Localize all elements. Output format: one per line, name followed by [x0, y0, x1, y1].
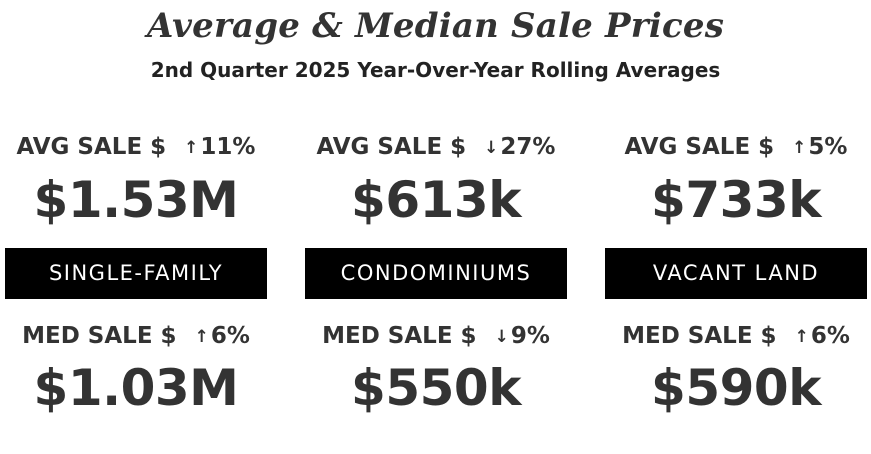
- med-sale-value: $590k: [651, 359, 821, 417]
- med-sale-header: MED SALE $ ↑6%: [5, 321, 267, 353]
- avg-change: ↓27%: [484, 134, 555, 160]
- arrow-up-icon: ↑: [194, 327, 209, 347]
- arrow-down-icon: ↓: [484, 138, 499, 158]
- med-sale-value: $550k: [351, 359, 521, 417]
- med-sale-header: MED SALE $ ↓9%: [305, 321, 567, 353]
- med-change-percent: 6%: [810, 323, 850, 349]
- avg-change-percent: 5%: [808, 134, 848, 160]
- med-change-percent: 9%: [510, 323, 550, 349]
- page-title: Average & Median Sale Prices: [146, 6, 725, 46]
- arrow-up-icon: ↑: [184, 138, 199, 158]
- avg-sale-label: AVG SALE $: [316, 134, 467, 160]
- single-family-column: AVG SALE $ ↑11% $1.53M SINGLE-FAMILY MED …: [5, 0, 267, 454]
- arrow-up-icon: ↑: [792, 138, 807, 158]
- med-sale-header: MED SALE $ ↑6%: [605, 321, 867, 353]
- avg-change: ↑5%: [792, 134, 847, 160]
- med-sale-label: MED SALE $: [622, 323, 777, 349]
- avg-sale-value: $1.53M: [33, 171, 239, 229]
- avg-change: ↑11%: [184, 134, 255, 160]
- avg-sale-label: AVG SALE $: [624, 134, 775, 160]
- avg-sale-header: AVG SALE $ ↑11%: [5, 132, 267, 164]
- avg-sale-label: AVG SALE $: [16, 134, 167, 160]
- avg-sale-header: AVG SALE $ ↑5%: [605, 132, 867, 164]
- med-sale-value: $1.03M: [33, 359, 239, 417]
- med-sale-label: MED SALE $: [22, 323, 177, 349]
- page-subtitle: 2nd Quarter 2025 Year-Over-Year Rolling …: [150, 58, 721, 82]
- category-band: SINGLE-FAMILY: [5, 248, 267, 299]
- med-change: ↓9%: [495, 323, 550, 349]
- med-change: ↑6%: [795, 323, 850, 349]
- avg-change-percent: 11%: [200, 134, 256, 160]
- avg-sale-header: AVG SALE $ ↓27%: [305, 132, 567, 164]
- avg-change-percent: 27%: [500, 134, 556, 160]
- category-band: VACANT LAND: [605, 248, 867, 299]
- arrow-up-icon: ↑: [794, 327, 809, 347]
- condominiums-column: AVG SALE $ ↓27% $613k CONDOMINIUMS MED SA…: [305, 0, 567, 454]
- arrow-down-icon: ↓: [494, 327, 509, 347]
- med-sale-label: MED SALE $: [322, 323, 477, 349]
- vacant-land-column: AVG SALE $ ↑5% $733k VACANT LAND MED SALE…: [605, 0, 867, 454]
- med-change: ↑6%: [195, 323, 250, 349]
- avg-sale-value: $733k: [651, 171, 821, 229]
- avg-sale-value: $613k: [351, 171, 521, 229]
- med-change-percent: 6%: [210, 323, 250, 349]
- category-band: CONDOMINIUMS: [305, 248, 567, 299]
